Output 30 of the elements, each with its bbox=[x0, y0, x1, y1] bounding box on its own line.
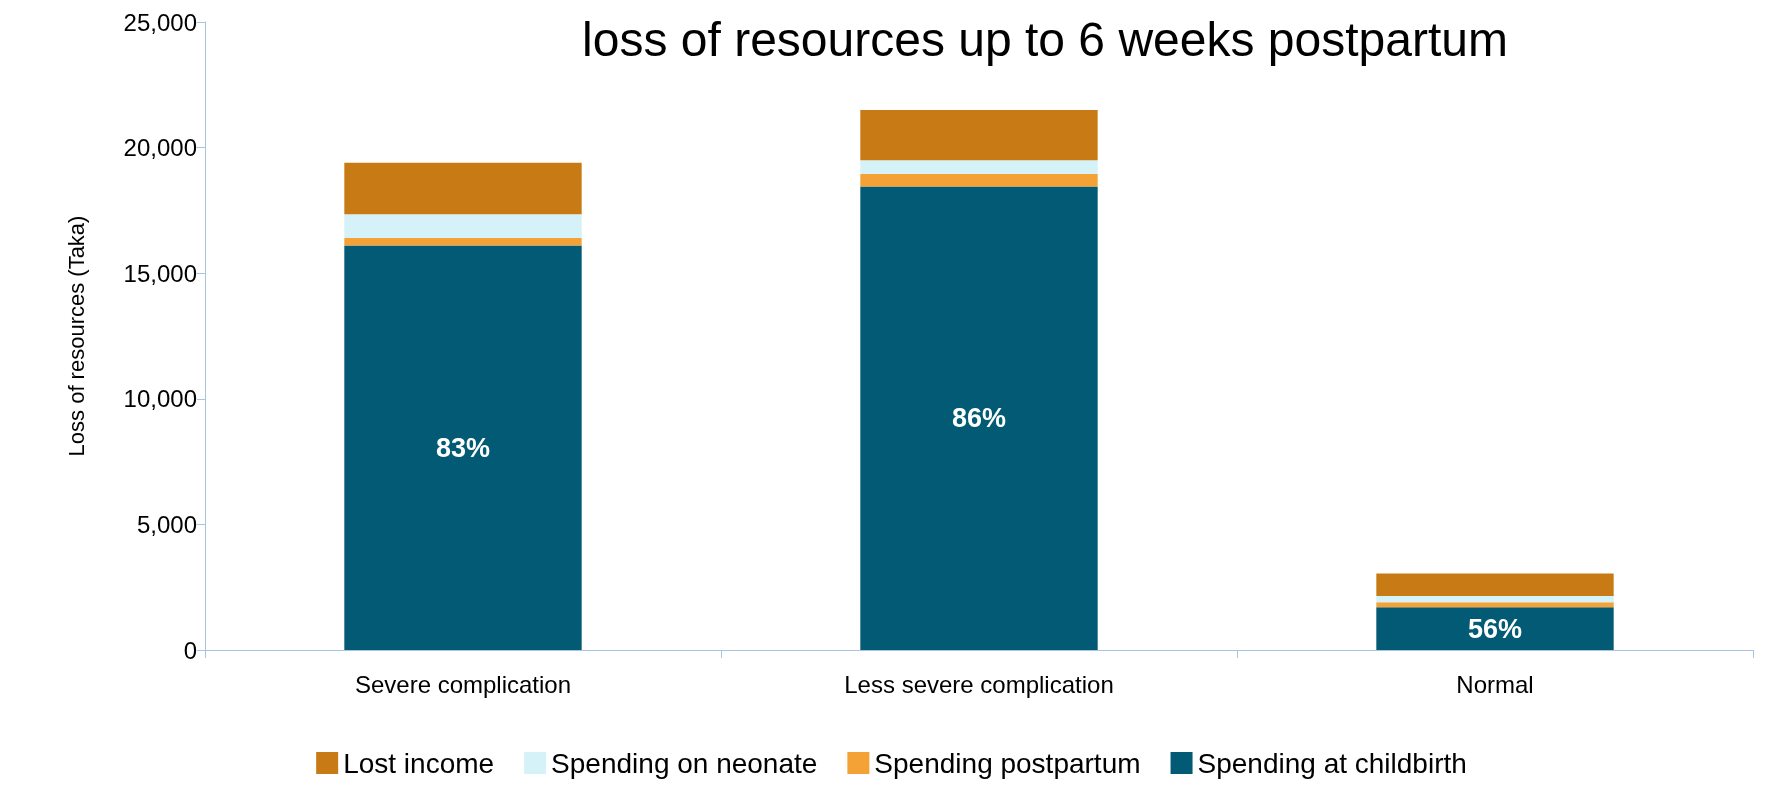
y-axis-title: Loss of resources (Taka) bbox=[63, 215, 89, 457]
bar bbox=[344, 245, 582, 650]
legend-label: Lost income bbox=[343, 747, 495, 779]
bar bbox=[344, 238, 582, 246]
bar bbox=[344, 162, 582, 215]
x-tick-label: Severe complication bbox=[354, 670, 572, 698]
y-tick-label: 0 bbox=[183, 636, 197, 664]
bar bbox=[1376, 607, 1614, 650]
legend-label: Spending at childbirth bbox=[1197, 747, 1467, 779]
x-tick-label: Normal bbox=[1456, 670, 1534, 698]
bar bbox=[1376, 602, 1614, 608]
bar bbox=[344, 214, 582, 239]
bar bbox=[860, 160, 1098, 174]
annotation: 83% bbox=[435, 432, 491, 463]
bar bbox=[1376, 573, 1614, 596]
bar bbox=[1376, 595, 1614, 603]
y-tick-label: 15,000 bbox=[123, 259, 197, 287]
y-tick-label: 25,000 bbox=[123, 8, 197, 36]
x-tick-label: Less severe complication bbox=[844, 670, 1114, 698]
legend-label: Spending postpartum bbox=[874, 747, 1141, 779]
annotation: 86% bbox=[951, 403, 1007, 434]
y-tick-label: 20,000 bbox=[123, 134, 197, 162]
bar bbox=[860, 109, 1098, 161]
y-tick-label: 5,000 bbox=[136, 510, 197, 538]
bar bbox=[860, 186, 1098, 650]
bar bbox=[860, 173, 1098, 187]
legend-label: Spending on neonate bbox=[551, 747, 818, 779]
annotation: 56% bbox=[1467, 613, 1523, 644]
y-tick-label: 10,000 bbox=[123, 385, 197, 413]
chart-title: loss of resources up to 6 weeks postpartum bbox=[582, 12, 1508, 66]
